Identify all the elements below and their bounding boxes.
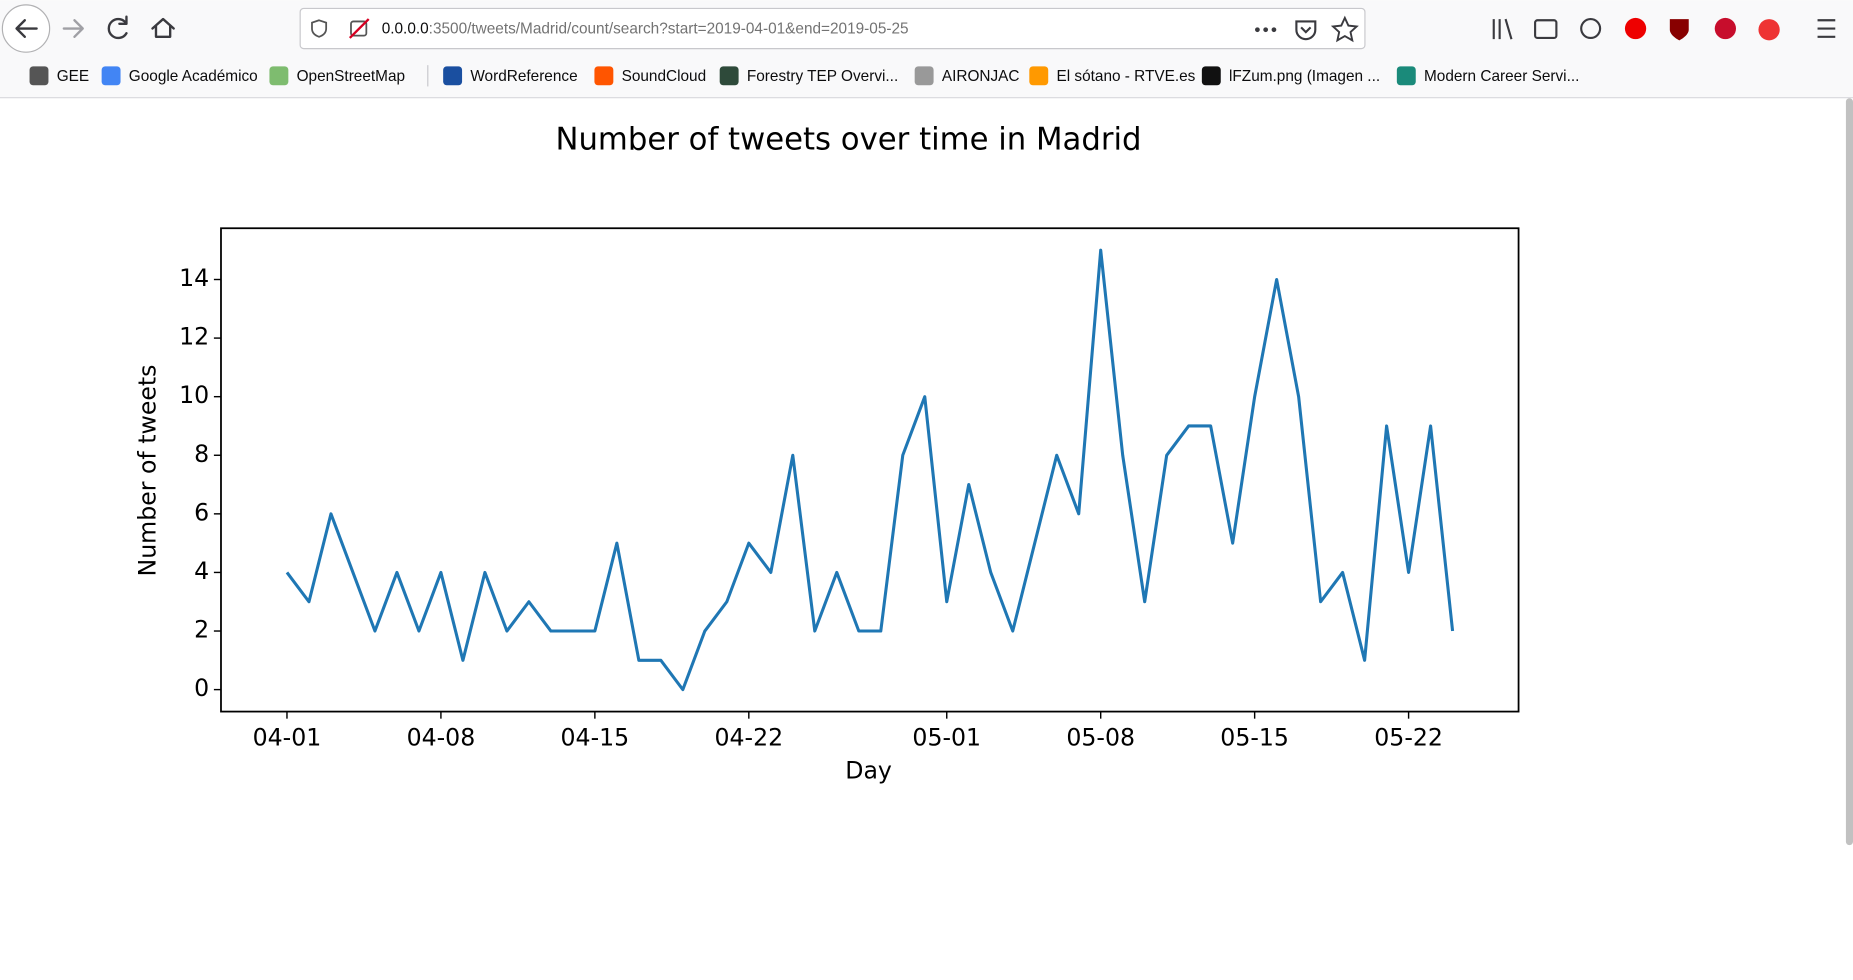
account-button[interactable] (1580, 18, 1602, 40)
adblock-icon[interactable] (1714, 17, 1737, 40)
scrollbar[interactable] (1845, 98, 1853, 846)
lock-icon[interactable] (350, 20, 368, 37)
back-icon (15, 19, 38, 38)
bookmark-icon (443, 66, 463, 86)
y-tick-label: 14 (179, 264, 209, 292)
y-tick-label: 8 (194, 440, 209, 468)
bookmark[interactable]: lFZum.png (Imagen ... (1229, 68, 1380, 85)
bookmark-icon (719, 66, 739, 86)
bookmark[interactable]: Modern Career Servi... (1424, 68, 1579, 85)
bookmark[interactable]: Forestry TEP Overvi... (747, 68, 898, 85)
home-button[interactable] (151, 17, 175, 38)
x-tick-label: 05-22 (1374, 723, 1443, 751)
sidebar-button[interactable] (1534, 19, 1558, 40)
x-tick-label: 05-01 (912, 723, 981, 751)
y-tick-label: 2 (194, 616, 209, 644)
app-menu[interactable] (1817, 19, 1836, 38)
menu-dot (1271, 27, 1277, 33)
bookmark-icon (269, 66, 289, 86)
chart-title: Number of tweets over time in Madrid (555, 121, 1141, 157)
shield-icon[interactable] (311, 19, 328, 38)
x-tick-label: 04-08 (407, 723, 476, 751)
plot-area (220, 227, 1520, 713)
bookmark-icon (101, 66, 121, 86)
url-path: :3500/tweets/Madrid/count/search?start=2… (429, 21, 909, 38)
bookmark-icon (1396, 66, 1416, 86)
y-tick-label: 6 (194, 498, 209, 526)
forward-button[interactable] (62, 19, 84, 38)
y-tick-label: 0 (194, 674, 209, 702)
menu-dot (1263, 27, 1269, 33)
tomato-icon[interactable] (1758, 19, 1780, 41)
bookmark-star[interactable] (1330, 15, 1359, 43)
bookmark[interactable]: WordReference (470, 68, 577, 85)
ublock-icon[interactable] (1669, 19, 1689, 41)
bookmark[interactable]: Google Académico (129, 68, 258, 85)
y-axis-label: Number of tweets (133, 365, 161, 577)
bookmark[interactable]: AIRONJAC (942, 68, 1020, 85)
x-tick-label: 04-22 (714, 723, 783, 751)
bookmark-icon (594, 66, 614, 86)
bookmark[interactable]: GEE (57, 68, 89, 85)
y-tick-label: 10 (179, 381, 209, 409)
bookmark-icon (1201, 66, 1221, 86)
x-tick-label: 04-01 (253, 723, 322, 751)
bookmark-icon (29, 66, 49, 86)
url-bar[interactable] (299, 7, 1366, 50)
x-tick-label: 05-15 (1220, 723, 1289, 751)
url-host: 0.0.0.0 (382, 21, 429, 38)
bookmark-icon (1029, 66, 1049, 86)
bookmark-icon (914, 66, 934, 86)
data-line (285, 248, 1455, 692)
x-axis-label: Day (845, 756, 892, 784)
y-tick-label: 4 (194, 557, 209, 585)
menu-dot[interactable] (1255, 27, 1260, 33)
bookmark[interactable]: OpenStreetMap (297, 68, 405, 85)
url-text: 0.0.0.0:3500/tweets/Madrid/count/search?… (382, 21, 909, 38)
x-tick-label: 05-08 (1066, 723, 1135, 751)
extension-icon[interactable] (1624, 17, 1647, 40)
insecure-slash (348, 18, 370, 39)
pocket-button[interactable] (1295, 20, 1317, 41)
reload-button[interactable] (107, 15, 128, 40)
x-tick-label: 04-15 (561, 723, 630, 751)
y-tick-label: 12 (179, 323, 209, 351)
bookmark[interactable]: SoundCloud (622, 68, 707, 85)
library-button[interactable] (1492, 18, 1513, 40)
bookmark[interactable]: El sótano - RTVE.es (1056, 68, 1195, 85)
